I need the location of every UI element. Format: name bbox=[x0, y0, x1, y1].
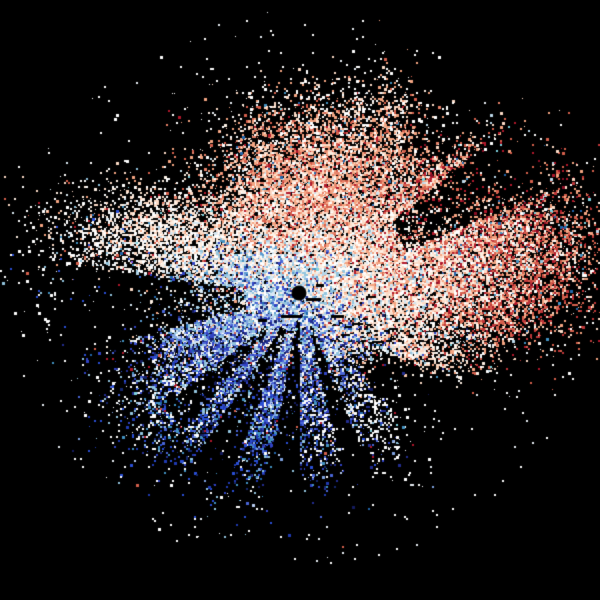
particle-canvas bbox=[0, 0, 600, 600]
particle-visualization bbox=[0, 0, 600, 600]
